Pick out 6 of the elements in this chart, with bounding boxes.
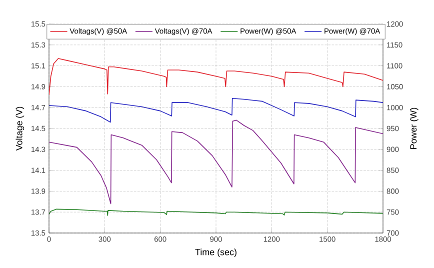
y-axis-title: Voltage (V) xyxy=(16,106,24,151)
line-series xyxy=(49,98,384,123)
line-series xyxy=(49,208,384,216)
line-series xyxy=(49,58,384,96)
y2-axis-title: Power (W) xyxy=(410,108,418,149)
x-axis-title: Time (sec) xyxy=(195,248,236,258)
